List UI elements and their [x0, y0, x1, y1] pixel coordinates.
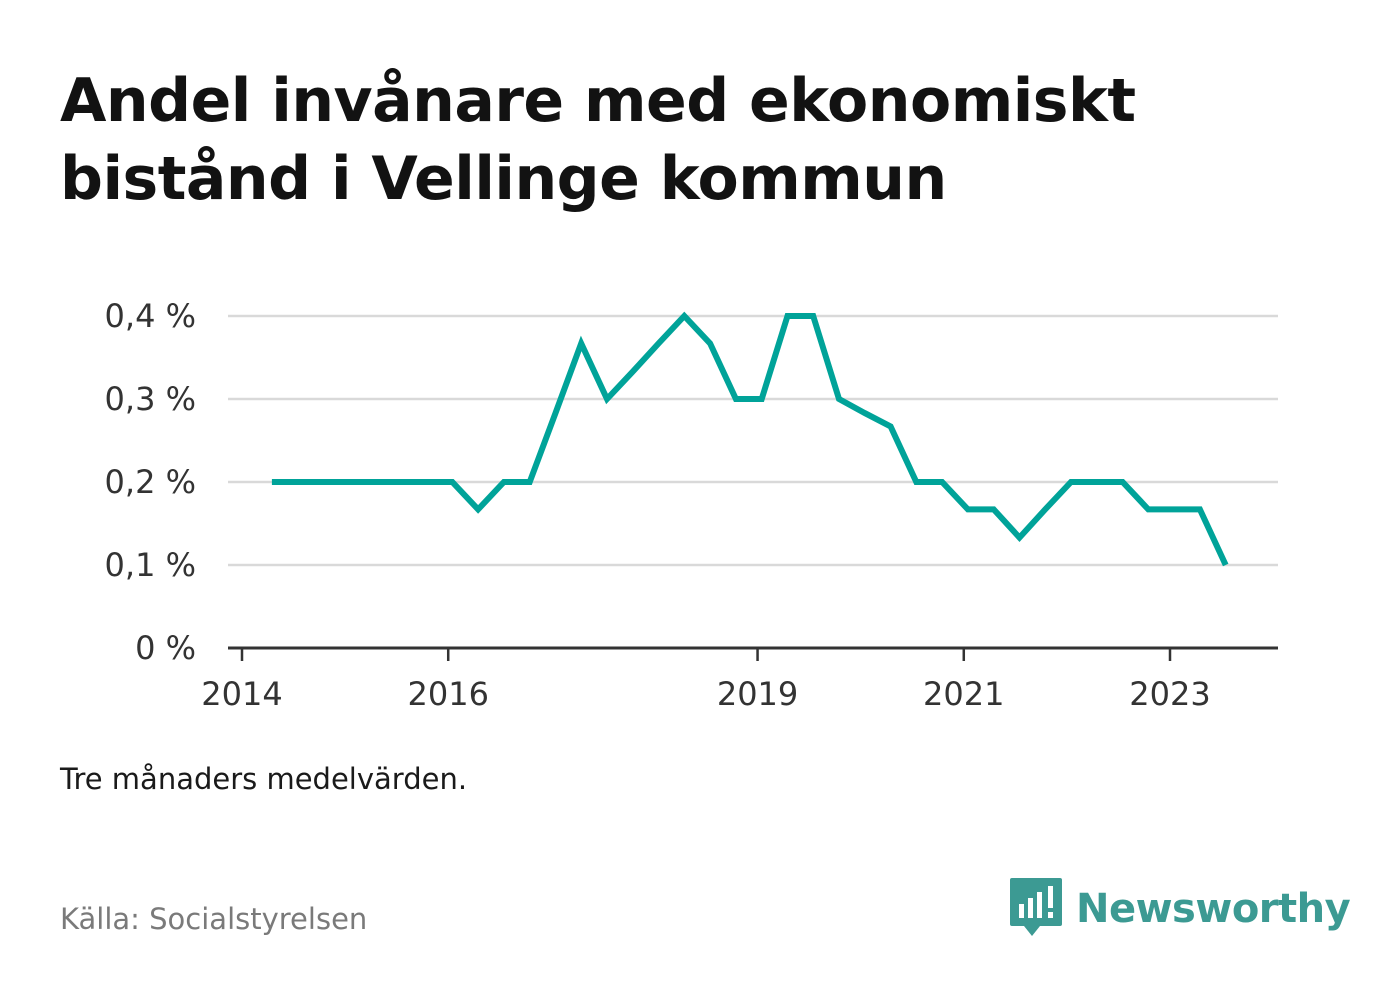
- x-axis: 2014 2016 2019 2021 2023: [201, 646, 1278, 713]
- y-axis-ticks: 0 % 0,1 % 0,2 % 0,3 % 0,4 %: [105, 297, 196, 667]
- brand-name: Newsworthy: [1076, 886, 1351, 932]
- newsworthy-logo-icon: [1010, 878, 1062, 936]
- chart-title-line-2: bistånd i Vellinge kommun: [60, 144, 947, 214]
- y-tick-label: 0,4 %: [105, 297, 196, 335]
- y-tick-label: 0,3 %: [105, 380, 196, 418]
- y-tick-label: 0,1 %: [105, 546, 196, 584]
- x-tick-label: 2023: [1129, 675, 1210, 713]
- y-tick-label: 0 %: [135, 629, 196, 667]
- x-tick-label: 2014: [201, 675, 282, 713]
- x-tick-label: 2021: [923, 675, 1004, 713]
- x-tick-label: 2019: [717, 675, 798, 713]
- x-tick-label: 2016: [408, 675, 489, 713]
- chart-title: Andel invånare med ekonomiskt bistånd i …: [60, 62, 1320, 218]
- series-line: [271, 311, 1229, 567]
- series-layer: [271, 311, 1229, 567]
- chart-note: Tre månaders medelvärden.: [60, 762, 468, 796]
- source-text: Källa: Socialstyrelsen: [60, 902, 368, 936]
- brand-logo: Newsworthy: [1010, 878, 1351, 940]
- y-tick-label: 0,2 %: [105, 463, 196, 501]
- grid-lines: [228, 314, 1278, 567]
- chart-title-line-1: Andel invånare med ekonomiskt: [60, 66, 1136, 136]
